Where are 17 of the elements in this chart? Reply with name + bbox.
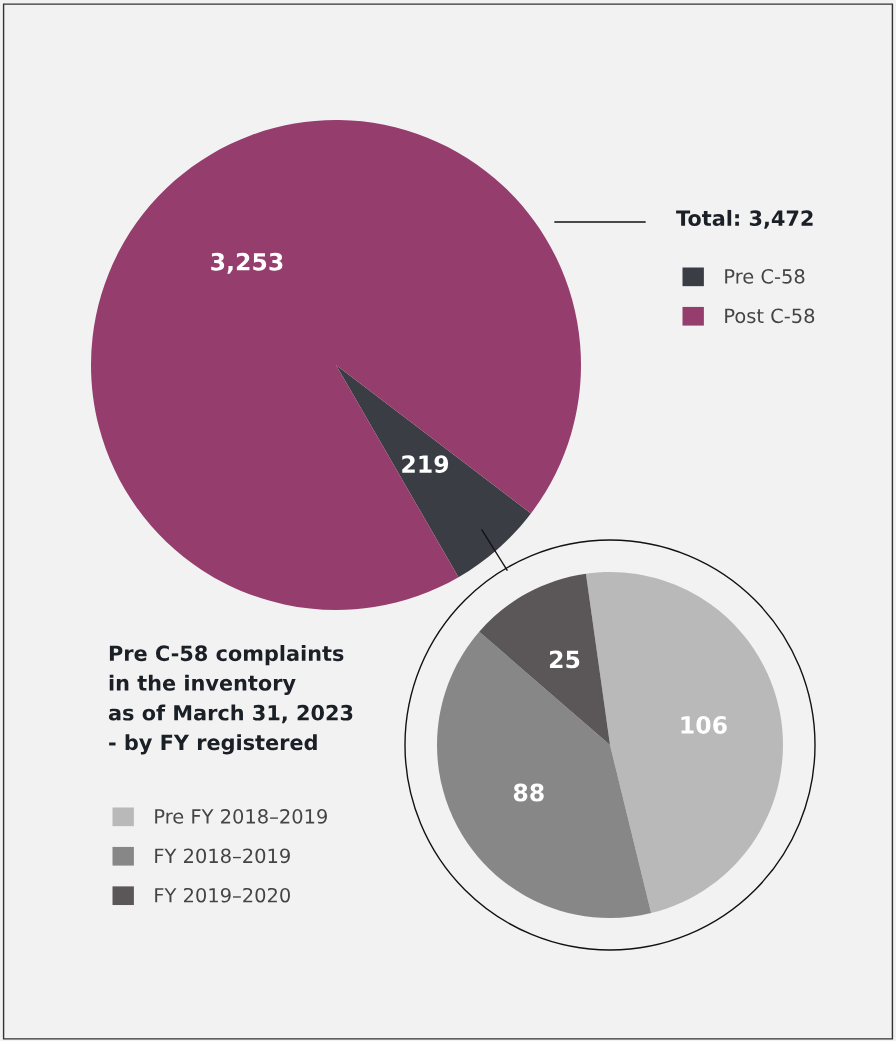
- legend-label: FY 2019–2020: [155, 887, 290, 903]
- pie-slice: [437, 631, 652, 918]
- legend-label: FY 2018–2019: [155, 848, 290, 864]
- data-label: 88: [513, 783, 544, 802]
- legend-label: Pre FY 2018–2019: [155, 809, 327, 824]
- pie-slice: [91, 120, 581, 610]
- pie-slice: [585, 572, 783, 914]
- data-label: 25: [549, 650, 580, 669]
- data-label: 219: [402, 455, 449, 473]
- text: Total: 3,472: [676, 209, 813, 229]
- text: Pre C-58 complaints in the inventory as of March 31, 2023 - by FY registered: [108, 645, 353, 755]
- data-label: 106: [681, 716, 727, 734]
- pie-slice: [479, 573, 610, 745]
- legend-label: Pre C-58: [725, 269, 805, 284]
- legend-label: Post C-58: [725, 308, 815, 324]
- data-label: 3,253: [211, 252, 283, 274]
- pie-slice: [336, 365, 531, 578]
